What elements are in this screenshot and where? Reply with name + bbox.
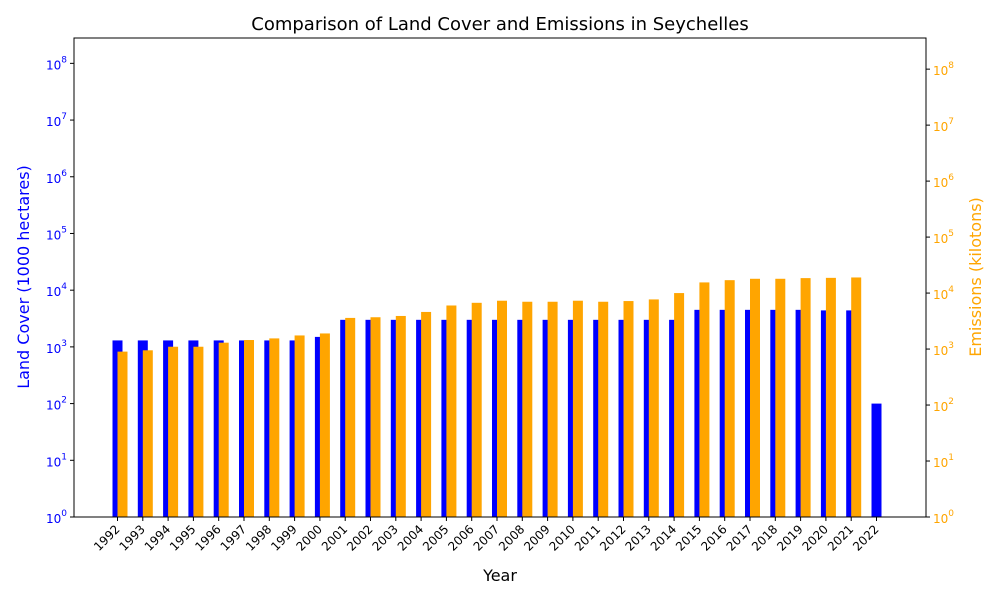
emissions-bar-1999 (294, 335, 305, 517)
x-tick-label: 1998 (243, 522, 274, 553)
x-tick-label: 2022 (850, 522, 881, 553)
left-tick-label: 100 (46, 509, 67, 526)
x-tick-label: 2013 (622, 522, 653, 553)
emissions-bar-2011 (598, 301, 609, 517)
x-tick-label: 1993 (116, 522, 147, 553)
x-tick-label: 2017 (724, 522, 755, 553)
x-tick-label: 2009 (521, 522, 552, 553)
right-tick-label: 104 (933, 285, 954, 302)
left-tick-label: 107 (46, 112, 67, 129)
right-tick-label: 105 (933, 229, 954, 246)
chart-title: Comparison of Land Cover and Emissions i… (251, 14, 749, 35)
x-axis-ticks: 1992199319941995199619971998199920002001… (91, 517, 882, 554)
x-tick-label: 2001 (319, 522, 350, 553)
x-tick-label: 2020 (800, 522, 831, 553)
emissions-bar-2000 (319, 333, 330, 517)
emissions-bar-2015 (699, 282, 710, 517)
right-tick-label: 103 (933, 341, 954, 358)
emissions-bar-1994 (168, 346, 179, 517)
left-tick-label: 104 (46, 282, 67, 299)
emissions-bar-2018 (775, 278, 786, 517)
x-tick-label: 1999 (268, 522, 299, 553)
emissions-bar-2002 (370, 317, 381, 517)
emissions-bar-2004 (421, 311, 432, 517)
emissions-bar-1996 (218, 342, 229, 517)
emissions-bar-1992 (117, 351, 128, 517)
emissions-bar-2019 (800, 278, 811, 517)
x-tick-label: 1996 (192, 522, 223, 553)
emissions-bar-2017 (750, 278, 760, 517)
left-axis-label: Land Cover (1000 hectares) (14, 165, 33, 389)
emissions-bar-2010 (572, 300, 583, 517)
right-axis-label: Emissions (kilotons) (966, 197, 985, 357)
x-tick-label: 2012 (597, 522, 628, 553)
x-tick-label: 2008 (496, 522, 527, 553)
emissions-bar-2009 (547, 301, 558, 517)
right-axis-ticks: 100 101 102 103 104 105 106 107 108 (926, 61, 954, 526)
x-tick-label: 1992 (91, 522, 122, 553)
x-tick-label: 2011 (572, 522, 603, 553)
right-tick-label: 102 (933, 397, 954, 414)
x-tick-label: 1995 (167, 522, 198, 553)
emissions-bar-2003 (395, 315, 406, 517)
left-axis-ticks: 100 101 102 103 104 105 106 107 108 (46, 55, 74, 526)
left-tick-label: 108 (46, 55, 67, 72)
left-tick-label: 105 (46, 225, 67, 242)
emissions-bar-2005 (446, 305, 457, 517)
emissions-bar-1998 (269, 338, 280, 517)
x-tick-label: 2002 (344, 522, 375, 553)
emissions-bar-2021 (851, 277, 862, 517)
emissions-bar-2001 (345, 317, 356, 517)
emissions-bar-2013 (648, 299, 659, 517)
x-tick-label: 2016 (698, 522, 729, 553)
x-tick-label: 2006 (445, 522, 476, 553)
x-tick-label: 1994 (142, 522, 173, 553)
plot-frame (73, 37, 927, 518)
emissions-bar-2016 (724, 280, 735, 517)
right-tick-label: 101 (933, 453, 954, 470)
x-tick-label: 2014 (648, 522, 679, 553)
x-axis-label: Year (482, 566, 517, 585)
right-tick-label: 108 (933, 61, 954, 78)
emissions-bar-1993 (142, 350, 153, 517)
emissions-bar-2012 (623, 301, 634, 517)
bars-layer (112, 277, 882, 517)
emissions-bar-1995 (193, 346, 204, 517)
left-tick-label: 106 (46, 168, 67, 185)
right-tick-label: 106 (933, 173, 954, 190)
land-cover-bar-2022 (871, 403, 882, 517)
x-tick-label: 2005 (420, 522, 451, 553)
x-tick-label: 2004 (395, 522, 426, 553)
x-tick-label: 2015 (673, 522, 704, 553)
emissions-bar-2006 (471, 302, 482, 517)
emissions-bar-2020 (825, 277, 836, 517)
left-tick-label: 101 (46, 452, 67, 469)
emissions-bar-2007 (497, 300, 507, 517)
left-tick-label: 103 (46, 338, 67, 355)
emissions-bar-2008 (522, 301, 533, 517)
x-tick-label: 2000 (294, 522, 325, 553)
x-tick-label: 2010 (547, 522, 578, 553)
x-tick-label: 2007 (471, 522, 502, 553)
x-tick-label: 2019 (774, 522, 805, 553)
right-tick-label: 100 (933, 509, 954, 526)
x-tick-label: 2003 (369, 522, 400, 553)
x-tick-label: 2021 (825, 522, 856, 553)
emissions-bar-2014 (674, 293, 685, 517)
x-tick-label: 2018 (749, 522, 780, 553)
x-tick-label: 1997 (218, 522, 249, 553)
right-tick-label: 107 (933, 117, 954, 134)
left-tick-label: 102 (46, 395, 67, 412)
emissions-bar-1997 (244, 340, 254, 517)
